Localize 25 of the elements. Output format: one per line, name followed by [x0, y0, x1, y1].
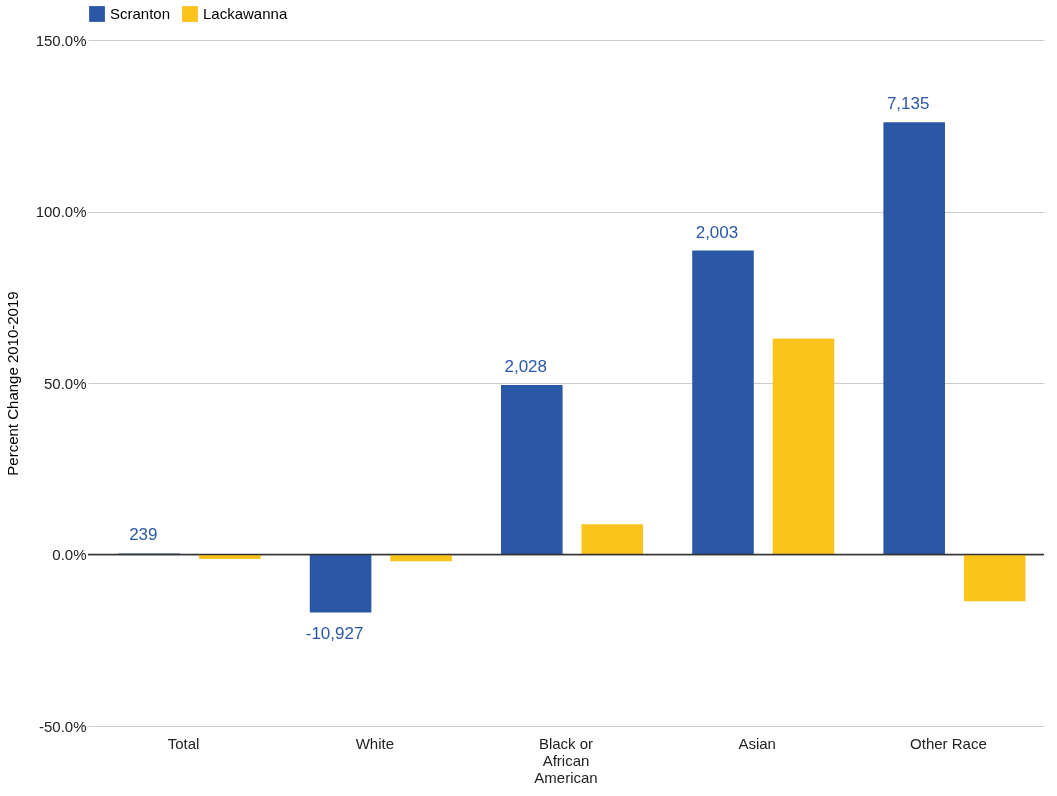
y-tick-label: 150.0%: [35, 31, 87, 49]
bar: [883, 122, 945, 555]
y-tick-label: 50.0%: [43, 374, 87, 392]
annotation: -10,927: [305, 624, 364, 644]
bar: [772, 338, 835, 555]
x-tick-label: Black or African American: [534, 734, 598, 786]
bar: [963, 554, 1026, 602]
annotation: 2,003: [695, 222, 739, 242]
annotation: 2,028: [504, 357, 548, 377]
x-tick-label: Asian: [738, 734, 776, 752]
annotation: 7,135: [886, 94, 930, 114]
x-tick-label: Total: [167, 734, 200, 752]
bar: [500, 385, 563, 555]
x-tick-label: White: [355, 734, 394, 752]
bar: [692, 250, 754, 555]
bar: [309, 554, 372, 613]
bar: [581, 524, 644, 555]
y-tick-label: 0.0%: [52, 546, 87, 563]
y-tick-label: 100.0%: [35, 203, 87, 220]
legend-label: Scranton: [110, 5, 171, 22]
legend-label: Lackawanna: [203, 5, 288, 22]
annotation: 239: [129, 525, 158, 545]
y-tick-label: -50.0%: [38, 717, 87, 735]
x-tick-label: Other Race: [910, 734, 987, 752]
y-axis-title: Percent Change 2010-2019: [3, 291, 21, 476]
